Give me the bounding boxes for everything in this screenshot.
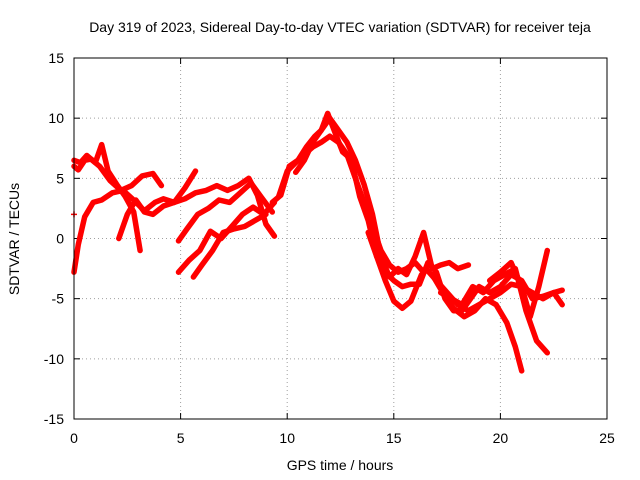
x-axis-label: GPS time / hours (287, 457, 394, 473)
series-pass-2 (71, 156, 165, 194)
x-tick-label: 0 (70, 430, 78, 446)
axis-ticks (73, 57, 608, 420)
y-tick-label: 10 (48, 110, 64, 126)
x-tick-label: 15 (386, 430, 402, 446)
x-tick-label: 20 (493, 430, 509, 446)
y-tick-label: -5 (52, 291, 65, 307)
series-pass-10 (292, 115, 472, 280)
tick-labels: 0 5 10 15 20 25 -15 -10 -5 0 5 10 15 (44, 50, 615, 446)
y-tick-label: 0 (56, 231, 64, 247)
y-axis-label: SDTVAR / TECUs (6, 183, 22, 295)
y-tick-label: -15 (44, 411, 64, 427)
data-traces (71, 110, 565, 374)
chart-title: Day 319 of 2023, Sidereal Day-to-day VTE… (89, 19, 591, 35)
series-pass-13 (429, 271, 525, 374)
y-tick-label: -10 (44, 351, 64, 367)
grid (74, 58, 607, 419)
plot-frame (73, 57, 608, 420)
x-tick-label: 5 (177, 430, 185, 446)
y-tick-label: 15 (48, 50, 64, 66)
series-pass-5 (175, 180, 276, 244)
y-tick-label: 5 (56, 170, 64, 186)
series-pass-15 (486, 247, 551, 320)
x-tick-label: 25 (599, 430, 615, 446)
series-pass-7 (190, 211, 269, 280)
series-pass-6 (175, 199, 278, 275)
x-tick-label: 10 (279, 430, 295, 446)
